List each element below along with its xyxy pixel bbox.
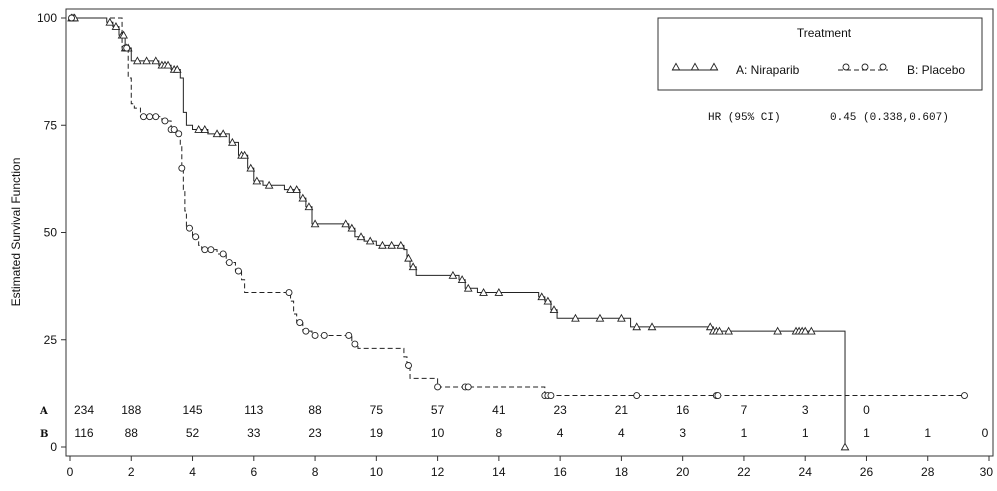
y-tick-label: 50 xyxy=(44,226,58,240)
censor-point-placebo xyxy=(69,15,75,21)
censor-point-placebo xyxy=(147,114,153,120)
risk-count: 0 xyxy=(982,426,989,440)
x-axis: 0 2 4 6 8 10 12 14 16 18 20 22 24 26 28 30 xyxy=(67,456,994,479)
y-axis-label: Estimated Survival Function xyxy=(9,158,23,307)
risk-count: 88 xyxy=(308,403,322,417)
risk-count: 113 xyxy=(244,403,263,417)
x-tick-label: 0 xyxy=(67,465,74,479)
risk-count: 16 xyxy=(676,403,690,417)
censor-point-placebo xyxy=(202,247,208,253)
censor-point-placebo xyxy=(186,225,192,231)
censor-point-placebo xyxy=(226,260,232,266)
y-tick-label: 0 xyxy=(50,440,57,454)
censor-point-placebo xyxy=(176,131,182,137)
censor-point-placebo xyxy=(352,341,358,347)
legend-marker-placebo xyxy=(880,64,886,70)
x-tick-label: 28 xyxy=(921,465,935,479)
risk-count: 7 xyxy=(741,403,748,417)
risk-count: 10 xyxy=(431,426,445,440)
risk-count: 1 xyxy=(924,426,931,440)
risk-count: 145 xyxy=(183,403,203,417)
legend-title: Treatment xyxy=(797,26,852,40)
x-tick-label: 10 xyxy=(370,465,384,479)
risk-count: 0 xyxy=(863,403,870,417)
x-tick-label: 16 xyxy=(553,465,567,479)
risk-count: 8 xyxy=(496,426,503,440)
censor-point-placebo xyxy=(715,393,721,399)
y-tick-label: 75 xyxy=(44,118,58,132)
risk-count: 3 xyxy=(679,426,686,440)
risk-count: 57 xyxy=(431,403,445,417)
x-tick-label: 30 xyxy=(980,465,994,479)
censor-point-placebo xyxy=(465,384,471,390)
risk-count: 21 xyxy=(615,403,629,417)
censor-point-placebo xyxy=(141,114,147,120)
censor-point-placebo xyxy=(961,393,967,399)
x-tick-label: 26 xyxy=(860,465,874,479)
censor-point-placebo xyxy=(312,332,318,338)
risk-count: 41 xyxy=(492,403,506,417)
censor-point-placebo xyxy=(235,268,241,274)
risk-count: 116 xyxy=(74,426,93,440)
risk-count: 3 xyxy=(802,403,809,417)
risk-count: 33 xyxy=(247,426,261,440)
censor-point-placebo xyxy=(346,332,352,338)
y-axis: 0 25 50 75 100 xyxy=(37,11,66,454)
risk-count: 1 xyxy=(741,426,748,440)
risk-count: 52 xyxy=(186,426,200,440)
risk-count: 23 xyxy=(308,426,322,440)
x-tick-label: 8 xyxy=(312,465,319,479)
censor-point-placebo xyxy=(179,165,185,171)
censor-point-placebo xyxy=(405,362,411,368)
legend-marker-placebo xyxy=(843,64,849,70)
legend-label-placebo: B: Placebo xyxy=(907,63,965,77)
legend-sample-placebo xyxy=(838,64,888,70)
risk-count: 75 xyxy=(370,403,384,417)
x-tick-label: 12 xyxy=(431,465,445,479)
censor-point-placebo xyxy=(193,234,199,240)
risk-count: 1 xyxy=(802,426,809,440)
censor-point-placebo xyxy=(297,320,303,326)
risk-table: A 234 188 145 113 88 75 57 41 23 21 16 7 3 0B 116 88 52 33… xyxy=(39,403,989,440)
risk-count: 4 xyxy=(618,426,625,440)
censor-point-placebo xyxy=(208,247,214,253)
y-tick-label: 100 xyxy=(37,11,57,25)
hr-label: HR (95% CI) xyxy=(708,112,781,124)
hr-value: 0.45 (0.338,0.607) xyxy=(830,112,949,124)
x-tick-label: 20 xyxy=(676,465,690,479)
censor-point-placebo xyxy=(634,393,640,399)
censor-point-placebo xyxy=(162,118,168,124)
censor-point-placebo xyxy=(548,393,554,399)
x-tick-label: 2 xyxy=(128,465,135,479)
risk-count: 4 xyxy=(557,426,564,440)
x-tick-label: 22 xyxy=(737,465,751,479)
risk-count: 234 xyxy=(74,403,94,417)
x-tick-label: 6 xyxy=(250,465,257,479)
legend: Treatment A: Niraparib B: Placebo xyxy=(658,18,982,90)
risk-count: 23 xyxy=(553,403,567,417)
censor-point-placebo xyxy=(124,45,130,51)
x-tick-label: 24 xyxy=(799,465,813,479)
x-tick-label: 4 xyxy=(189,465,196,479)
y-tick-label: 25 xyxy=(44,333,58,347)
risk-count: 19 xyxy=(370,426,384,440)
risk-row-label: A xyxy=(39,406,48,417)
risk-count: 188 xyxy=(121,403,141,417)
censor-point-placebo xyxy=(303,328,309,334)
legend-label-niraparib: A: Niraparib xyxy=(736,63,800,77)
censor-point-niraparib xyxy=(405,255,412,261)
censor-point-niraparib xyxy=(841,443,848,449)
risk-row-label: B xyxy=(40,429,48,440)
x-tick-label: 18 xyxy=(615,465,629,479)
risk-count: 1 xyxy=(863,426,870,440)
censor-point-placebo xyxy=(153,114,159,120)
censor-point-placebo xyxy=(435,384,441,390)
censor-point-placebo xyxy=(286,290,292,296)
censor-point-placebo xyxy=(220,251,226,257)
x-tick-label: 14 xyxy=(492,465,506,479)
censor-point-placebo xyxy=(321,332,327,338)
legend-marker-placebo xyxy=(862,64,868,70)
risk-count: 88 xyxy=(125,426,139,440)
